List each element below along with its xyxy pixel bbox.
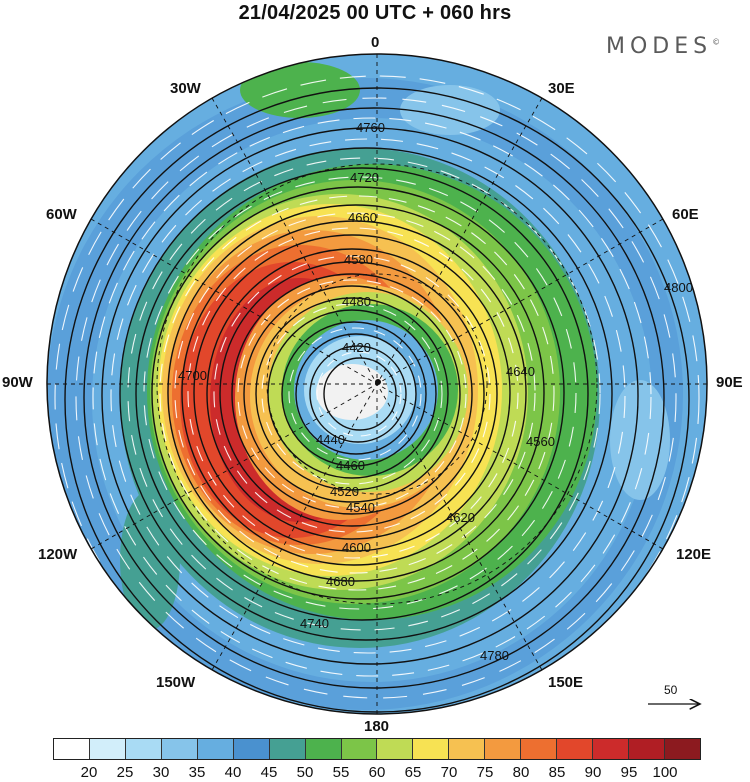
colorbar-tick-label: 50: [296, 764, 314, 781]
lon-label-90e: 90E: [716, 374, 743, 391]
colorbar-tick-labels: 20 25 30 35 40 45 50 55 60 65 70 75 80 85 90 95 100: [0, 764, 750, 782]
colorbar-tick-label: 35: [188, 764, 206, 781]
svg-text:4680: 4680: [326, 574, 355, 589]
colorbar-segment: [413, 739, 450, 759]
svg-text:4740: 4740: [300, 616, 329, 631]
colorbar-segment: [593, 739, 629, 759]
lon-label-120e: 120E: [676, 546, 712, 563]
svg-text:4620: 4620: [446, 510, 475, 525]
colorbar-tick-label: 75: [476, 764, 494, 781]
svg-text:4760: 4760: [356, 120, 385, 135]
svg-text:4600: 4600: [342, 540, 371, 555]
brand-logo: MODES©: [606, 34, 720, 59]
lon-label-30w: 30W: [170, 80, 201, 97]
svg-text:4700: 4700: [178, 368, 207, 383]
colorbar-segment: [89, 739, 126, 759]
colorbar-tick-label: 20: [80, 764, 98, 781]
colorbar-segment: [557, 739, 594, 759]
contour-value-labels: 4760 4720 4660 4580 4480 4420 4440 4460 …: [178, 120, 693, 663]
colorbar-segment: [449, 739, 486, 759]
colorbar-segment: [521, 739, 558, 759]
brand-text: MODES: [606, 34, 713, 59]
colorbar-segment: [305, 739, 342, 759]
colorbar-tick-label: 90: [584, 764, 602, 781]
svg-text:4780: 4780: [480, 648, 509, 663]
svg-text:4720: 4720: [350, 170, 379, 185]
svg-text:4520: 4520: [330, 484, 359, 499]
lon-label-180: 180: [364, 718, 390, 735]
colorbar-tick-label: 95: [620, 764, 638, 781]
lon-label-150w: 150W: [156, 674, 196, 691]
colorbar-segment: [54, 739, 90, 759]
colorbar-segment: [341, 739, 378, 759]
colorbar-tick-label: 85: [548, 764, 566, 781]
lon-label-90w: 90W: [2, 374, 33, 391]
colorbar-tick-label: 25: [116, 764, 134, 781]
colorbar-segment: [377, 739, 414, 759]
lon-label-150e: 150E: [548, 674, 584, 691]
lon-label-30e: 30E: [548, 80, 575, 97]
colorbar-tick-label: 80: [512, 764, 530, 781]
wind-streamlines: [54, 75, 700, 714]
colorbar-segment: [197, 739, 234, 759]
colorbar-tick-label: 100: [652, 764, 678, 781]
colorbar-tick-label: 30: [152, 764, 170, 781]
svg-text:4540: 4540: [346, 500, 375, 515]
colorbar-segment: [269, 739, 306, 759]
colorbar-segment: [161, 739, 198, 759]
height-contours: [64, 87, 690, 713]
svg-text:4560: 4560: [526, 434, 555, 449]
colorbar-tick-label: 40: [224, 764, 242, 781]
wind-reference-label: 50: [664, 683, 678, 697]
copyright-mark: ©: [712, 37, 721, 47]
svg-text:4580: 4580: [344, 252, 373, 267]
colorbar-segment: [125, 739, 162, 759]
svg-text:4460: 4460: [336, 458, 365, 473]
colorbar-segment: [664, 739, 700, 759]
colorbar-segment: [629, 739, 665, 759]
colorbar-segment: [233, 739, 270, 759]
lon-label-60w: 60W: [46, 206, 77, 223]
svg-text:4420: 4420: [342, 340, 371, 355]
colorbar-tick-label: 60: [368, 764, 386, 781]
lon-label-120w: 120W: [38, 546, 78, 563]
svg-text:4800: 4800: [664, 280, 693, 295]
svg-text:4640: 4640: [506, 364, 535, 379]
page-title: 21/04/2025 00 UTC + 060 hrs: [238, 2, 512, 24]
colorbar-tick-label: 70: [440, 764, 458, 781]
lon-label-60e: 60E: [672, 206, 699, 223]
colorbar-tick-label: 65: [404, 764, 422, 781]
map-boundary: [46, 53, 708, 715]
svg-text:4480: 4480: [342, 294, 371, 309]
svg-text:4660: 4660: [348, 210, 377, 225]
lon-label-0: 0: [371, 34, 380, 51]
colorbar: [53, 738, 701, 760]
pole-marker: [375, 379, 381, 385]
colorbar-tick-label: 55: [332, 764, 350, 781]
svg-text:4440: 4440: [316, 432, 345, 447]
colorbar-segment: [485, 739, 522, 759]
colorbar-tick-label: 45: [260, 764, 278, 781]
